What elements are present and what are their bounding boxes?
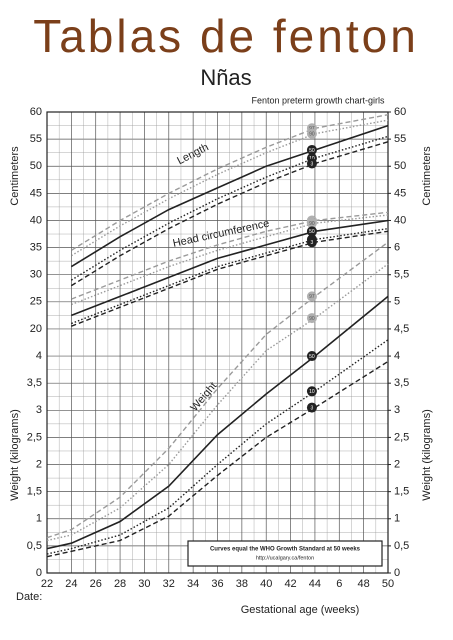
curve (46, 360, 389, 558)
y2-tick-label: 1,5 (394, 486, 409, 498)
chart-title: Fenton preterm growth chart-girls (251, 95, 385, 105)
x-tick-label: 38 (236, 578, 248, 590)
percentile-marker (306, 226, 317, 237)
percentile-marker (306, 386, 317, 397)
y-tick-label: 60 (30, 106, 42, 118)
y2-axis-label: Weight (kilograms) (421, 409, 433, 501)
y-tick-label: 35 (30, 241, 42, 253)
y2-tick-label: 4,5 (394, 323, 409, 335)
y-axis-label: Weight (kilograms) (9, 409, 21, 501)
y2-tick-label: 50 (394, 160, 406, 172)
x-tick-label: 44 (309, 578, 321, 590)
y2-axis-label: Centimeters (421, 146, 433, 206)
legend-label: 90 (309, 221, 315, 227)
page-subtitle: Nñas (200, 65, 251, 90)
y-tick-label: 55 (30, 133, 42, 145)
y2-tick-label: 3,5 (394, 377, 409, 389)
y-tick-label: 0 (36, 567, 42, 579)
percentile-marker (306, 313, 317, 324)
percentile-marker (306, 144, 317, 155)
x-tick-label: 42 (284, 578, 296, 590)
percentile-marker (306, 351, 317, 362)
curve (46, 241, 389, 539)
y2-tick-label: 1 (394, 513, 400, 525)
percentile-marker (306, 218, 317, 229)
x-tick-label: 22 (41, 578, 53, 590)
date-label: Date: (16, 591, 42, 603)
x-tick-label: 50 (382, 578, 394, 590)
y2-tick-label: 55 (394, 133, 406, 145)
y-tick-label: 2 (36, 458, 42, 470)
y-tick-label: 1,5 (27, 486, 42, 498)
legend-label: 90 (309, 316, 315, 322)
annotation: Curves equal the WHO Growth Standard at … (210, 547, 361, 553)
plot-frame (46, 111, 389, 574)
y-tick-label: 0,5 (27, 540, 42, 552)
y-tick-label: 2,5 (27, 431, 42, 443)
y-tick-label: 20 (30, 323, 42, 335)
legend-label: 3 (311, 240, 314, 246)
page-title: Tablas de fenton (33, 10, 419, 62)
y2-tick-label: 5 (394, 296, 400, 308)
x-axis-label: Gestational age (weeks) (241, 604, 360, 616)
y-tick-label: 3,5 (27, 377, 42, 389)
y-tick-label: 3 (36, 404, 42, 416)
percentile-marker (306, 402, 317, 413)
y2-tick-label: 2 (394, 458, 400, 470)
curve (71, 135, 389, 281)
y-tick-label: 50 (30, 160, 42, 172)
y2-tick-label: 0 (394, 567, 400, 579)
legend-label: 97 (309, 294, 315, 300)
y-tick-label: 30 (30, 269, 42, 281)
y2-tick-label: 0,5 (394, 540, 409, 552)
curve (71, 119, 389, 257)
y2-tick-label: 60 (394, 106, 406, 118)
x-tick-label: 24 (65, 578, 77, 590)
x-tick-label: 36 (211, 578, 223, 590)
percentile-marker (306, 128, 317, 139)
y-tick-label: 25 (30, 296, 42, 308)
x-tick-label: 34 (187, 578, 199, 590)
y-tick-label: 45 (30, 187, 42, 199)
x-tick-label: 6 (336, 578, 342, 590)
y2-tick-label: 4 (394, 350, 400, 362)
legend-label: 3 (311, 161, 314, 167)
legend-label: 3 (311, 405, 314, 411)
y-tick-label: 40 (30, 214, 42, 226)
x-tick-label: 32 (163, 578, 175, 590)
y-axis-label: Centimeters (9, 146, 21, 206)
legend-label: 50 (309, 229, 315, 235)
y2-tick-label: 45 (394, 187, 406, 199)
y-tick-label: 1 (36, 513, 42, 525)
y2-tick-label: 2,5 (394, 431, 409, 443)
x-tick-label: 48 (358, 578, 370, 590)
legend-label: 50 (309, 148, 315, 154)
y-tick-label: 4 (36, 350, 42, 362)
annotation-box (187, 540, 383, 567)
x-tick-label: 28 (114, 578, 126, 590)
legend-label: 10 (309, 389, 315, 395)
y2-tick-label: 5,5 (394, 269, 409, 281)
annotation: http://ucalgary.ca/fenton (256, 555, 314, 561)
y2-tick-label: 3 (394, 404, 400, 416)
x-tick-label: 40 (260, 578, 272, 590)
y2-tick-label: 40 (394, 214, 406, 226)
percentile-marker (306, 291, 317, 302)
percentile-marker (306, 237, 317, 248)
y2-tick-label: 6 (394, 241, 400, 253)
percentile-marker (306, 158, 317, 169)
legend-label: 90 (309, 132, 315, 138)
legend-label: 50 (309, 354, 315, 360)
x-tick-label: 30 (138, 578, 150, 590)
curve (46, 339, 389, 555)
x-tick-label: 26 (90, 578, 102, 590)
curve (46, 295, 389, 550)
